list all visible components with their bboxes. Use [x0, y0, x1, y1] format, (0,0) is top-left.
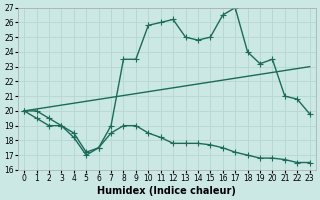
X-axis label: Humidex (Indice chaleur): Humidex (Indice chaleur) — [98, 186, 236, 196]
